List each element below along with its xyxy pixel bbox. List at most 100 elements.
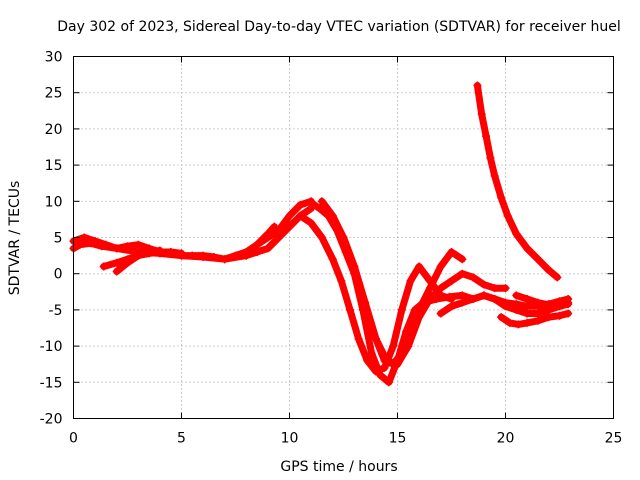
data-point-marker (389, 342, 398, 351)
data-point-marker (363, 356, 372, 365)
data-point-marker (345, 305, 354, 314)
y-tick-label: -20 (40, 412, 63, 428)
data-point-marker (533, 316, 542, 325)
data-point-marker (512, 305, 521, 314)
x-tick-label: 10 (281, 431, 299, 447)
chart-title: Day 302 of 2023, Sidereal Day-to-day VTE… (57, 19, 620, 35)
data-point-marker (339, 233, 348, 242)
data-point-marker (523, 302, 532, 311)
data-point-marker (533, 255, 542, 264)
data-point-marker (112, 258, 121, 267)
data-point-marker (406, 276, 415, 285)
data-point-marker (317, 197, 326, 206)
data-point-marker (285, 222, 294, 231)
data-point-marker (555, 311, 564, 320)
data-point-marker (425, 295, 434, 304)
data-point-marker (501, 284, 510, 293)
data-point-marker (397, 305, 406, 314)
data-point-marker (220, 255, 229, 264)
data-point-marker (75, 240, 84, 249)
data-point-marker (80, 233, 89, 242)
data-point-marker (317, 233, 326, 242)
data-point-marker (315, 204, 324, 213)
data-point-marker (123, 258, 132, 267)
grid (73, 56, 614, 419)
data-point-marker (523, 309, 532, 318)
data-point-marker (497, 193, 506, 202)
series-trace-2 (69, 204, 316, 264)
data-point-marker (486, 153, 495, 162)
data-point-marker (544, 300, 553, 309)
data-point-marker (415, 313, 424, 322)
data-point-marker (503, 211, 512, 220)
data-point-marker (490, 284, 499, 293)
data-point-marker (177, 249, 186, 258)
y-tick-label: 5 (54, 231, 63, 247)
y-tick-label: 20 (45, 122, 63, 138)
series-trace-13 (512, 291, 573, 311)
data-point-marker (436, 284, 445, 293)
data-point-marker (155, 246, 164, 255)
data-point-marker (544, 266, 553, 275)
data-point-marker (86, 239, 95, 248)
data-point-marker (404, 342, 413, 351)
data-point-marker (505, 318, 514, 327)
axis-ticks: 0 5 10 15 20 25 -20 -15 -10 -5 0 5 10 15 20 25 30 (40, 50, 623, 447)
x-tick-label: 5 (177, 431, 186, 447)
y-tick-label: -10 (40, 339, 63, 355)
x-axis-label: GPS time / hours (280, 459, 397, 475)
series-line (340, 234, 509, 368)
y-tick-label: 0 (54, 267, 63, 283)
data-point-marker (533, 298, 542, 307)
data-point-marker (436, 309, 445, 318)
data-point-marker (425, 284, 434, 293)
data-point-marker (307, 198, 316, 207)
x-tick-label: 20 (497, 431, 515, 447)
data-point-marker (479, 280, 488, 289)
x-tick-label: 15 (389, 431, 407, 447)
data-point-marker (479, 291, 488, 300)
data-point-marker (263, 244, 272, 253)
data-point-marker (253, 240, 262, 249)
data-point-marker (553, 273, 562, 282)
data-point-marker (393, 360, 402, 369)
data-point-marker (523, 244, 532, 253)
data-point-marker (436, 262, 445, 271)
data-point-marker (533, 309, 542, 318)
data-point-marker (469, 295, 478, 304)
data-point-marker (367, 349, 376, 358)
data-point-marker (415, 262, 424, 271)
data-point-marker (458, 298, 467, 307)
series-trace-10 (473, 81, 562, 282)
series-line (242, 223, 278, 260)
data-point-marker (544, 313, 553, 322)
data-point-marker (145, 247, 154, 256)
data-point-marker (447, 247, 456, 256)
data-point-marker (512, 291, 521, 300)
series-trace-4 (112, 246, 164, 276)
data-point-marker (490, 295, 499, 304)
data-point-marker (328, 211, 337, 220)
data-point-marker (285, 211, 294, 220)
data-point-marker (473, 81, 482, 90)
y-tick-label: -5 (49, 303, 63, 319)
data-point-marker (458, 269, 467, 278)
data-point-marker (514, 320, 523, 329)
data-point-marker (307, 219, 316, 228)
y-tick-label: 25 (45, 86, 63, 102)
series-trace-5 (242, 222, 279, 260)
data-point-marker (371, 334, 380, 343)
data-point-marker (447, 295, 456, 304)
series-trace-12 (497, 309, 573, 329)
series-trace-7 (296, 211, 456, 376)
x-tick-label: 25 (605, 431, 623, 447)
y-tick-label: -15 (40, 375, 63, 391)
data-point-marker (477, 110, 486, 119)
data-point-marker (447, 276, 456, 285)
data-point-marker (99, 262, 108, 271)
data-point-marker (523, 295, 532, 304)
data-point-marker (270, 222, 279, 231)
y-tick-label: 10 (45, 194, 63, 210)
data-point-marker (469, 273, 478, 282)
data-point-marker (564, 300, 573, 309)
